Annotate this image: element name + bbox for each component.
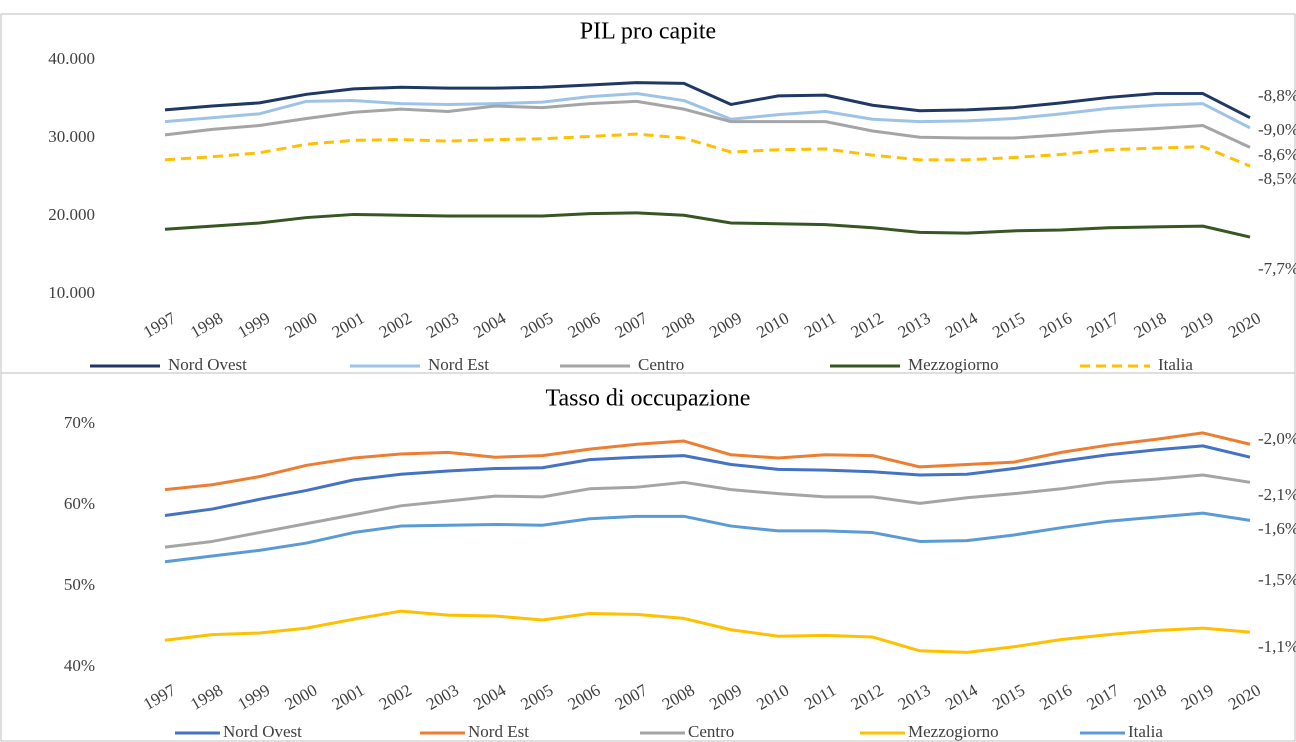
x-tick-label: 2002	[376, 308, 415, 341]
x-tick-label: 2017	[1083, 680, 1122, 714]
series-line	[164, 444, 1251, 518]
end-label: -2,0%	[1258, 429, 1296, 448]
x-tick-label: 2003	[423, 308, 462, 341]
x-tick-label: 2011	[801, 308, 839, 341]
x-tick-label: 2012	[848, 680, 887, 713]
series-line	[164, 609, 1251, 654]
x-tick-label: 2013	[895, 680, 934, 713]
legend-label: Nord Est	[468, 722, 529, 741]
series-line	[164, 99, 1251, 149]
x-tick-label: 2004	[470, 308, 509, 342]
y-tick-label: 30.000	[48, 127, 95, 146]
x-tick-label: 1999	[234, 308, 273, 341]
legend-label: Centro	[638, 355, 684, 374]
x-tick-label: 2001	[329, 680, 368, 713]
x-tick-label: 2010	[753, 680, 792, 713]
y-tick-label: 40%	[64, 656, 95, 675]
series-line	[164, 431, 1251, 492]
x-tick-label: 2014	[942, 680, 981, 714]
x-tick-label: 2016	[1036, 680, 1075, 713]
x-tick-label: 2005	[517, 308, 556, 341]
y-tick-label: 50%	[64, 575, 95, 594]
x-tick-label: 1998	[187, 680, 226, 713]
x-tick-label: 2000	[282, 680, 321, 713]
y-tick-label: 20.000	[48, 205, 95, 224]
x-tick-label: 2005	[517, 680, 556, 713]
x-tick-label: 2019	[1178, 308, 1217, 341]
x-tick-label: 2008	[659, 308, 698, 341]
legend-label: Nord Ovest	[168, 355, 247, 374]
end-label: -1,5%	[1258, 570, 1296, 589]
x-tick-label: 2019	[1178, 680, 1217, 713]
x-tick-label: 2015	[989, 680, 1028, 713]
x-tick-label: 2001	[329, 308, 368, 341]
x-tick-label: 2013	[895, 308, 934, 341]
x-tick-label: 2018	[1131, 680, 1170, 713]
x-tick-label: 2007	[612, 680, 651, 714]
y-tick-label: 70%	[64, 413, 95, 432]
series-line	[164, 92, 1251, 130]
series-line	[164, 81, 1251, 120]
x-tick-label: 2011	[801, 680, 839, 713]
legend-label: Italia	[1158, 355, 1193, 374]
x-tick-label: 2012	[848, 308, 887, 341]
x-tick-label: 2016	[1036, 308, 1075, 341]
y-tick-label: 40.000	[48, 49, 95, 68]
x-tick-label: 2004	[470, 680, 509, 714]
x-tick-label: 1997	[140, 680, 179, 714]
x-tick-label: 1997	[140, 308, 179, 342]
end-label: -8,8%	[1258, 86, 1296, 105]
x-tick-label: 2006	[565, 308, 604, 341]
end-label: -1,6%	[1258, 519, 1296, 538]
x-tick-label: 2018	[1131, 308, 1170, 341]
end-label: -7,7%	[1258, 259, 1296, 278]
series-line	[164, 473, 1251, 549]
chart-title: PIL pro capite	[580, 19, 716, 45]
end-label: -1,1%	[1258, 637, 1296, 656]
legend-label: Mezzogiorno	[908, 355, 999, 374]
series-line	[164, 211, 1251, 239]
x-tick-label: 2003	[423, 680, 462, 713]
x-tick-label: 2020	[1225, 680, 1264, 713]
legend-label: Mezzogiorno	[908, 722, 999, 741]
end-label: -2,1%	[1258, 485, 1296, 504]
legend-label: Centro	[688, 722, 734, 741]
x-tick-label: 2020	[1225, 308, 1264, 341]
y-tick-label: 10.000	[48, 283, 95, 302]
series-line	[164, 132, 1251, 168]
x-tick-label: 2010	[753, 308, 792, 341]
legend-label: Nord Ovest	[223, 722, 302, 741]
end-label: -9,0%	[1258, 120, 1296, 139]
legend-label: Nord Est	[428, 355, 489, 374]
y-tick-label: 60%	[64, 494, 95, 513]
end-label: -8,5%	[1258, 169, 1296, 188]
x-tick-label: 2006	[565, 680, 604, 713]
chart-frame	[0, 372, 1296, 742]
x-tick-label: 2002	[376, 680, 415, 713]
end-label: -8,6%	[1258, 145, 1296, 164]
legend-label: Italia	[1128, 722, 1163, 741]
x-tick-label: 2007	[612, 308, 651, 342]
x-tick-label: 2009	[706, 308, 745, 341]
series-line	[164, 511, 1251, 564]
chart-title: Tasso di occupazione	[546, 386, 751, 412]
x-tick-label: 2017	[1083, 308, 1122, 342]
x-tick-label: 2008	[659, 680, 698, 713]
x-tick-label: 1999	[234, 680, 273, 713]
x-tick-label: 2009	[706, 680, 745, 713]
x-tick-label: 1998	[187, 308, 226, 341]
x-tick-label: 2015	[989, 308, 1028, 341]
x-tick-label: 2000	[282, 308, 321, 341]
x-tick-label: 2014	[942, 308, 981, 342]
